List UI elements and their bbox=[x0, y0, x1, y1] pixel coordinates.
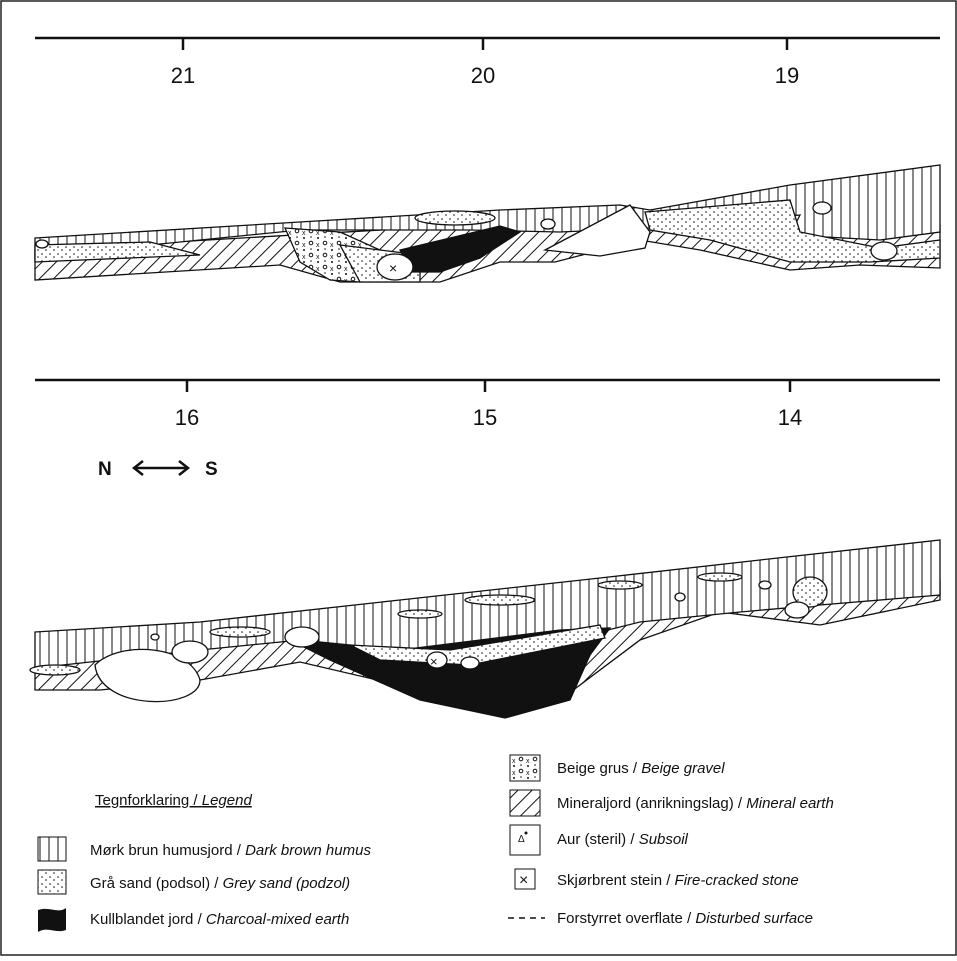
south: S bbox=[205, 459, 218, 480]
tick-label: 14 bbox=[778, 405, 802, 430]
legend-label: Skjørbrent stein / Fire-cracked stone bbox=[557, 872, 799, 889]
legend-label: Forstyrret overflate / Disturbed surface bbox=[557, 910, 813, 927]
legend-title: Tegnforklaring / Legend bbox=[95, 792, 252, 809]
legend-icon bbox=[509, 824, 541, 856]
scale-bottom bbox=[35, 378, 940, 392]
tick-label: 19 bbox=[775, 63, 799, 88]
legend: Tegnforklaring / Legend Mørk brun humusj… bbox=[37, 754, 834, 932]
scale-top bbox=[35, 36, 940, 50]
legend-icon-mark: Δ bbox=[518, 834, 525, 845]
legend-label: Grå sand (podsol) / Grey sand (podzol) bbox=[90, 875, 350, 892]
tick-label: 16 bbox=[175, 405, 199, 430]
legend-label: Mineraljord (anrikningslag) / Mineral ea… bbox=[557, 795, 834, 812]
legend-icon bbox=[37, 869, 67, 895]
north: N bbox=[98, 459, 112, 480]
legend-label: Mørk brun humusjord / Dark brown humus bbox=[90, 842, 371, 859]
legend-label: Beige grus / Beige gravel bbox=[557, 760, 725, 777]
arrow bbox=[131, 460, 191, 476]
tick-label: 21 bbox=[171, 63, 195, 88]
tick-label: 15 bbox=[473, 405, 497, 430]
stone-mark: × bbox=[430, 654, 438, 669]
profile-top bbox=[34, 164, 941, 283]
tick-label: 20 bbox=[471, 63, 495, 88]
legend-icon bbox=[509, 754, 541, 782]
legend-label: Aur (steril) / Subsoil bbox=[557, 831, 689, 848]
profile-bottom bbox=[29, 539, 941, 719]
legend-icon bbox=[38, 908, 66, 932]
legend-label: Kullblandet jord / Charcoal-mixed earth bbox=[90, 911, 349, 928]
legend-icon-mark bbox=[524, 831, 528, 835]
legend-icon-mark: × bbox=[519, 872, 528, 889]
legend-icon bbox=[37, 836, 67, 862]
legend-icon bbox=[514, 868, 536, 890]
stone-mark: × bbox=[389, 260, 397, 276]
legend-icon bbox=[509, 789, 541, 817]
